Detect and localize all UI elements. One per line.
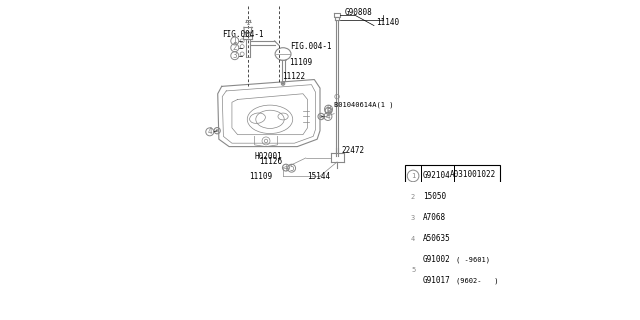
Text: FIG.004-1: FIG.004-1 <box>291 42 332 51</box>
Text: ( -9601): ( -9601) <box>456 256 490 263</box>
Text: 11140: 11140 <box>376 18 399 27</box>
Text: A031001022: A031001022 <box>450 170 496 179</box>
Circle shape <box>282 83 284 84</box>
Text: 4: 4 <box>326 112 330 121</box>
Text: B01040614A(1 ): B01040614A(1 ) <box>333 102 393 108</box>
Text: 22472: 22472 <box>342 146 365 155</box>
Text: G90808: G90808 <box>344 8 372 17</box>
Text: 4: 4 <box>411 236 415 242</box>
Text: 1: 1 <box>411 173 415 179</box>
Text: 15144: 15144 <box>307 172 331 181</box>
Text: FIG.004-1: FIG.004-1 <box>222 29 264 39</box>
Text: 11109: 11109 <box>249 172 272 181</box>
Text: 11109: 11109 <box>289 58 312 67</box>
Text: 3: 3 <box>232 51 237 60</box>
Text: 5: 5 <box>411 267 415 273</box>
Text: B: B <box>326 108 331 114</box>
Text: 3: 3 <box>411 215 415 221</box>
Text: 11122: 11122 <box>282 72 306 81</box>
Text: G92104: G92104 <box>423 172 451 180</box>
Bar <box>406 165 500 291</box>
Text: B: B <box>326 105 331 114</box>
Text: A7068: A7068 <box>423 213 446 222</box>
Text: A50635: A50635 <box>423 234 451 243</box>
Text: 11126: 11126 <box>259 157 282 166</box>
Text: 2: 2 <box>411 194 415 200</box>
Text: (9602-   ): (9602- ) <box>456 277 499 284</box>
Text: H02001: H02001 <box>255 152 282 161</box>
Text: 2: 2 <box>232 43 237 52</box>
Text: G91002: G91002 <box>423 255 451 264</box>
Text: 15050: 15050 <box>423 192 446 201</box>
Text: G91017: G91017 <box>423 276 451 285</box>
Text: 5: 5 <box>289 164 294 173</box>
Text: 4: 4 <box>207 127 212 136</box>
Text: 1: 1 <box>232 36 237 45</box>
